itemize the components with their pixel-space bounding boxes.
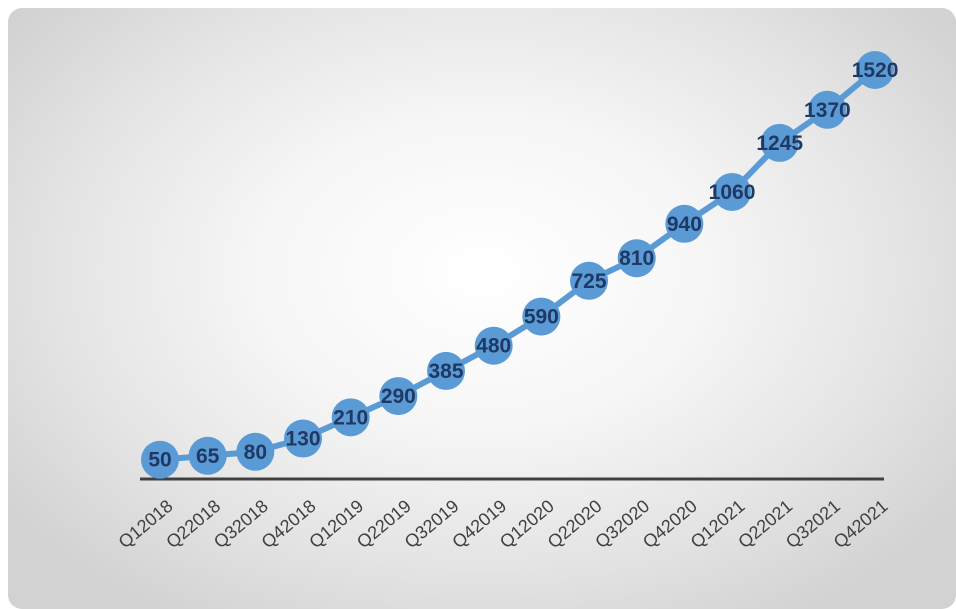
data-point xyxy=(188,436,227,475)
data-point xyxy=(808,90,847,129)
data-point xyxy=(713,172,752,211)
data-point xyxy=(379,377,418,416)
data-label: 65 xyxy=(196,445,220,468)
data-point xyxy=(617,239,656,278)
chart-panel: 50 65 80 130 210 290 385 480 590 725 810 940 1060 124… xyxy=(8,8,956,609)
series-group xyxy=(157,67,879,463)
data-label: 80 xyxy=(244,441,267,464)
data-label: 810 xyxy=(619,247,654,270)
data-label: 1060 xyxy=(709,181,756,204)
data-point xyxy=(522,297,561,336)
data-point xyxy=(760,123,799,162)
data-label: 1520 xyxy=(852,59,899,82)
line-chart: 50 65 80 130 210 290 385 480 590 725 810 940 1060 124… xyxy=(115,51,898,552)
data-point xyxy=(236,432,275,471)
data-point xyxy=(284,419,323,458)
data-label: 725 xyxy=(572,270,607,293)
data-point xyxy=(856,51,895,89)
data-point xyxy=(665,204,704,243)
data-point xyxy=(427,351,466,390)
series-line xyxy=(157,67,879,463)
data-label: 590 xyxy=(524,306,559,329)
data-label: 210 xyxy=(333,406,368,429)
data-label: 940 xyxy=(667,213,702,236)
points-group xyxy=(141,51,895,479)
x-tick-labels-group: Q12018Q22018Q32018Q42018Q12019Q22019Q320… xyxy=(115,496,892,552)
data-label: 50 xyxy=(148,449,171,472)
data-point xyxy=(474,326,513,365)
data-labels-group: 50 65 80 130 210 290 385 480 590 725 810 940 1060 124… xyxy=(148,59,898,472)
data-label: 385 xyxy=(428,360,463,383)
data-label: 1370 xyxy=(804,99,851,122)
data-point xyxy=(331,398,370,437)
data-point xyxy=(570,261,609,300)
data-point xyxy=(141,440,179,479)
data-label: 1245 xyxy=(756,132,803,155)
x-tick-label: Q42021 xyxy=(830,496,892,552)
data-label: 480 xyxy=(476,335,511,358)
data-label: 130 xyxy=(285,428,320,451)
data-label: 290 xyxy=(381,385,416,408)
